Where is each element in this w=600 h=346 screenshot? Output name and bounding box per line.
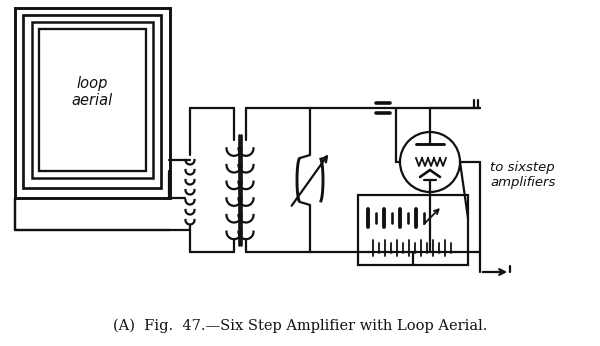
Bar <box>39 29 146 171</box>
Bar <box>15 8 170 198</box>
Text: loop
aerial: loop aerial <box>71 76 113 108</box>
Text: (A)  Fig.  47.—Six Step Amplifier with Loop Aerial.: (A) Fig. 47.—Six Step Amplifier with Loo… <box>113 319 487 333</box>
Bar <box>23 15 161 188</box>
Bar <box>32 22 153 178</box>
Text: to sixstep
amplifiers: to sixstep amplifiers <box>490 161 556 189</box>
Bar <box>358 195 468 265</box>
